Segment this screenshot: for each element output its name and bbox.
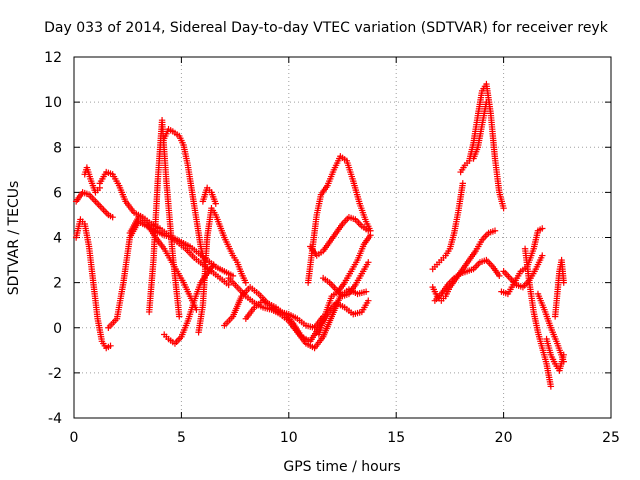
data-point bbox=[107, 342, 114, 349]
series-track-22 bbox=[457, 80, 507, 212]
data-point bbox=[560, 279, 567, 286]
chart-title: Day 033 of 2014, Sidereal Day-to-day VTE… bbox=[44, 20, 609, 36]
x-tick-label: 10 bbox=[280, 430, 298, 446]
data-point bbox=[210, 261, 217, 268]
x-tick-label: 5 bbox=[177, 430, 186, 446]
data-point bbox=[367, 232, 374, 239]
y-tick-label: 10 bbox=[44, 95, 62, 111]
x-axis-label: GPS time / hours bbox=[283, 459, 400, 475]
series-track-1 bbox=[72, 216, 114, 352]
data-point bbox=[365, 227, 372, 234]
series-track-3 bbox=[81, 164, 103, 196]
series-track-29 bbox=[551, 256, 567, 320]
data-point bbox=[242, 279, 250, 286]
y-tick-label: -4 bbox=[48, 411, 62, 427]
data-point bbox=[500, 204, 507, 212]
data-point bbox=[459, 180, 466, 187]
series-track-28 bbox=[543, 335, 567, 374]
series-track-19 bbox=[429, 180, 466, 273]
x-tick-label: 15 bbox=[387, 430, 405, 446]
data-point bbox=[365, 259, 372, 266]
x-tick-label: 20 bbox=[495, 430, 513, 446]
y-tick-label: 4 bbox=[53, 231, 62, 247]
series-track-21 bbox=[431, 256, 503, 304]
data-point bbox=[483, 98, 490, 106]
series-track-26 bbox=[521, 245, 555, 390]
x-tick-label: 0 bbox=[70, 430, 79, 446]
series-track-9 bbox=[161, 126, 209, 268]
series-track-18 bbox=[319, 259, 372, 300]
data-point bbox=[496, 272, 503, 280]
x-tick-label: 25 bbox=[602, 430, 620, 446]
series-track-5 bbox=[105, 218, 237, 331]
series-track-16 bbox=[307, 213, 372, 259]
series-track-2 bbox=[72, 189, 116, 221]
y-tick-label: 6 bbox=[53, 185, 62, 201]
data-point bbox=[362, 288, 370, 295]
series-track-27 bbox=[534, 290, 567, 365]
data-point bbox=[225, 281, 232, 289]
series-track-23 bbox=[470, 98, 490, 162]
y-tick-label: 0 bbox=[53, 321, 62, 337]
data-point bbox=[176, 313, 183, 320]
y-axis-label: SDTVAR / TECUs bbox=[6, 181, 22, 296]
data-point bbox=[547, 383, 555, 390]
data-point bbox=[491, 227, 499, 234]
data-point bbox=[212, 200, 219, 207]
data-point bbox=[229, 272, 237, 280]
y-tick-label: -2 bbox=[48, 366, 62, 382]
data-point bbox=[365, 297, 372, 304]
data-point bbox=[539, 252, 546, 259]
data-point bbox=[560, 351, 567, 359]
data-point bbox=[539, 225, 546, 232]
series-track-7 bbox=[145, 116, 183, 320]
series-track-10 bbox=[195, 204, 250, 336]
y-tick-label: 2 bbox=[53, 276, 62, 292]
data-point bbox=[109, 213, 116, 221]
y-tick-label: 8 bbox=[53, 140, 62, 156]
series-track-25 bbox=[500, 252, 546, 291]
y-tick-label: 12 bbox=[44, 50, 62, 66]
series-track-11 bbox=[199, 184, 219, 207]
data-markers bbox=[72, 80, 567, 390]
